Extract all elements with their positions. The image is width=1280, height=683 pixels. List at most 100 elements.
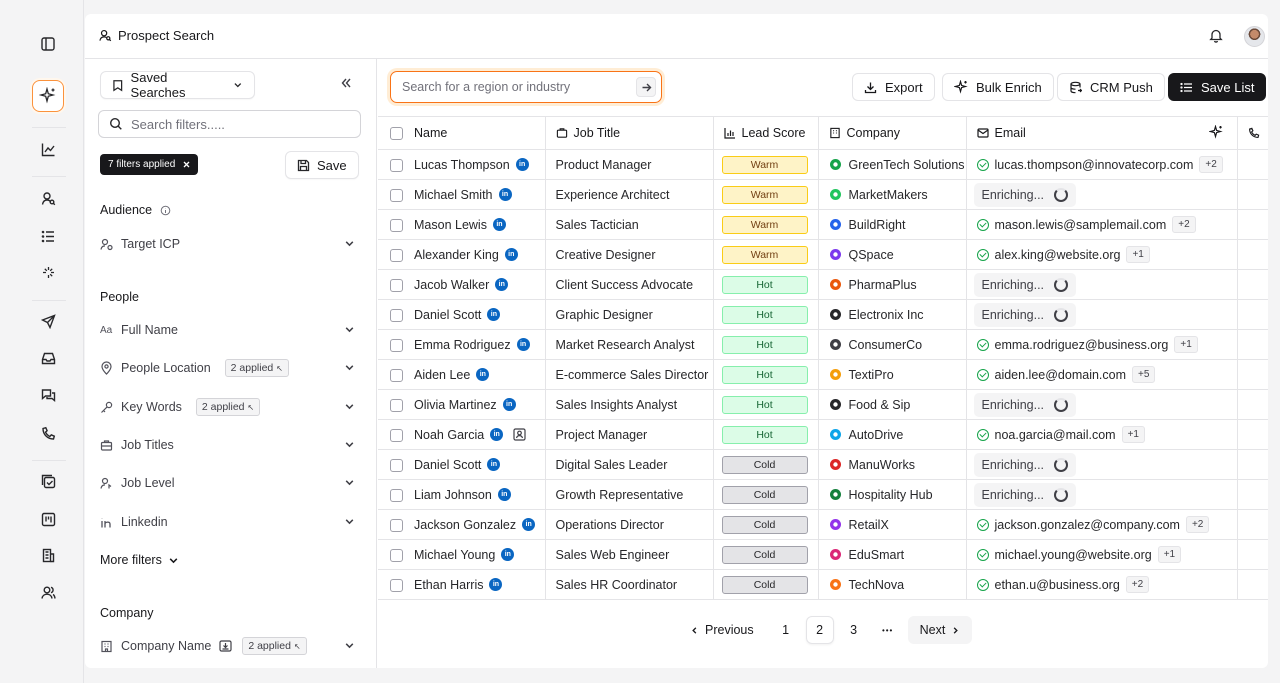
export-button[interactable]: Export: [852, 73, 935, 101]
row-checkbox[interactable]: [390, 218, 403, 232]
table-row[interactable]: Daniel Scott in Digital Sales Leader Cold…: [378, 449, 1268, 480]
linkedin-icon[interactable]: in: [489, 578, 503, 591]
company-name-text[interactable]: EduSmart: [848, 547, 905, 562]
row-checkbox[interactable]: [390, 368, 403, 382]
table-row[interactable]: Jacob Walker in Client Success Advocate H…: [378, 269, 1268, 300]
page-1-button[interactable]: 1: [782, 623, 790, 637]
tasks-icon[interactable]: [30, 463, 66, 499]
linkedin-icon[interactable]: in: [490, 428, 504, 441]
location-applied-badge[interactable]: 2 applied ↖: [224, 359, 289, 377]
linkedin-icon[interactable]: in: [501, 548, 515, 561]
prospect-name[interactable]: Ethan Harris: [414, 577, 484, 592]
inbox-icon[interactable]: [30, 340, 66, 376]
table-row[interactable]: Lucas Thompson in Product Manager Warm Gr…: [378, 149, 1268, 180]
filter-target-icp[interactable]: Target ICP: [100, 233, 355, 255]
extra-emails-badge[interactable]: +5: [1132, 366, 1156, 383]
region-industry-search[interactable]: [390, 71, 662, 103]
saved-searches-dropdown[interactable]: Saved Searches: [100, 70, 255, 100]
filter-search-input[interactable]: [131, 116, 331, 132]
next-page-button[interactable]: Next: [907, 616, 973, 644]
select-all-checkbox[interactable]: [390, 127, 403, 141]
email-text[interactable]: alex.king@website.org: [994, 247, 1121, 262]
save-list-button[interactable]: Save List: [1168, 73, 1267, 101]
send-icon[interactable]: [30, 303, 66, 339]
email-text[interactable]: mason.lewis@samplemail.com: [994, 217, 1167, 232]
filter-company-name[interactable]: Company Name 2 applied ↖: [100, 635, 355, 657]
previous-page-button[interactable]: Previous: [678, 616, 766, 644]
row-checkbox[interactable]: [390, 278, 403, 292]
email-text[interactable]: aiden.lee@domain.com: [994, 367, 1127, 382]
extra-emails-badge[interactable]: +2: [1172, 216, 1196, 233]
filter-people-location[interactable]: People Location 2 applied ↖: [100, 357, 355, 379]
prospect-name[interactable]: Mason Lewis: [414, 217, 487, 232]
extra-emails-badge[interactable]: +1: [1121, 426, 1145, 443]
bulk-enrich-button[interactable]: Bulk Enrich: [942, 73, 1054, 101]
row-checkbox[interactable]: [390, 188, 403, 202]
column-phone[interactable]: [1237, 116, 1268, 150]
row-checkbox[interactable]: [390, 158, 403, 172]
table-row[interactable]: Michael Smith in Experience Architect War…: [378, 179, 1268, 210]
companies-icon[interactable]: [30, 537, 66, 573]
linkedin-icon[interactable]: in: [516, 338, 530, 351]
sidebar-toggle-icon[interactable]: [30, 26, 66, 62]
company-name-text[interactable]: GreenTech Solutions: [848, 157, 965, 172]
save-filters-button[interactable]: Save: [285, 151, 359, 179]
linkedin-icon[interactable]: in: [498, 188, 512, 201]
filter-key-words[interactable]: Key Words 2 applied ↖: [100, 396, 355, 418]
prospect-name[interactable]: Lucas Thompson: [414, 157, 510, 172]
pagination-ellipsis[interactable]: •••: [881, 625, 894, 635]
prospect-name[interactable]: Michael Young: [414, 547, 496, 562]
table-row[interactable]: Liam Johnson in Growth Representative Col…: [378, 479, 1268, 510]
collapse-panel-icon[interactable]: [340, 77, 352, 89]
email-text[interactable]: lucas.thompson@innovatecorp.com: [994, 157, 1194, 172]
notification-bell-icon[interactable]: [1209, 28, 1223, 43]
email-text[interactable]: ethan.u@business.org: [994, 577, 1120, 592]
linkedin-icon[interactable]: in: [476, 368, 490, 381]
extra-emails-badge[interactable]: +1: [1157, 546, 1182, 563]
contact-card-icon[interactable]: [513, 428, 526, 441]
linkedin-icon[interactable]: in: [492, 218, 506, 231]
table-row[interactable]: Mason Lewis in Sales Tactician Warm Build…: [378, 209, 1268, 240]
company-name-text[interactable]: ManuWorks: [848, 457, 915, 472]
linkedin-icon[interactable]: in: [487, 458, 501, 471]
prospect-name[interactable]: Jacob Walker: [414, 277, 490, 292]
phone-icon[interactable]: [30, 415, 66, 451]
prospect-name[interactable]: Jackson Gonzalez: [414, 517, 517, 532]
filter-linkedin[interactable]: Linkedin: [100, 511, 355, 533]
submit-search-button[interactable]: [636, 77, 656, 97]
filter-search-box[interactable]: [98, 110, 361, 138]
lists-icon[interactable]: [30, 218, 66, 254]
extra-emails-badge[interactable]: +2: [1185, 516, 1210, 533]
prospect-name[interactable]: Alexander King: [414, 247, 499, 262]
column-lead-score[interactable]: Lead Score: [713, 116, 819, 150]
row-checkbox[interactable]: [390, 518, 403, 532]
more-filters-toggle[interactable]: More filters: [100, 553, 179, 567]
board-icon[interactable]: [30, 501, 66, 537]
linkedin-icon[interactable]: in: [497, 488, 511, 501]
column-name[interactable]: Name: [404, 116, 546, 150]
messages-icon[interactable]: [30, 377, 66, 413]
company-name-applied-badge[interactable]: 2 applied ↖: [242, 637, 307, 655]
company-name-text[interactable]: AutoDrive: [848, 427, 904, 442]
linkedin-icon[interactable]: in: [502, 398, 516, 411]
table-row[interactable]: Olivia Martinez in Sales Insights Analyst…: [378, 389, 1268, 420]
company-name-text[interactable]: BuildRight: [848, 217, 906, 232]
prospect-name[interactable]: Aiden Lee: [414, 367, 471, 382]
table-row[interactable]: Ethan Harris in Sales HR Coordinator Cold…: [378, 569, 1268, 600]
page-2-button[interactable]: 2: [805, 616, 834, 644]
prospect-name[interactable]: Daniel Scott: [414, 307, 482, 322]
linkedin-icon[interactable]: in: [522, 518, 536, 531]
company-name-text[interactable]: Hospitality Hub: [848, 487, 933, 502]
analytics-icon[interactable]: [30, 131, 66, 167]
company-name-text[interactable]: MarketMakers: [848, 187, 928, 202]
row-checkbox[interactable]: [390, 398, 403, 412]
row-checkbox[interactable]: [390, 548, 403, 562]
linkedin-icon[interactable]: in: [495, 278, 509, 291]
row-checkbox[interactable]: [390, 248, 403, 262]
prospect-name[interactable]: Daniel Scott: [414, 457, 482, 472]
user-avatar[interactable]: [1244, 26, 1265, 47]
import-icon[interactable]: [219, 640, 232, 652]
close-icon[interactable]: [183, 161, 190, 168]
table-row[interactable]: Aiden Lee in E-commerce Sales Director Ho…: [378, 359, 1268, 390]
extra-emails-badge[interactable]: +1: [1126, 246, 1150, 263]
